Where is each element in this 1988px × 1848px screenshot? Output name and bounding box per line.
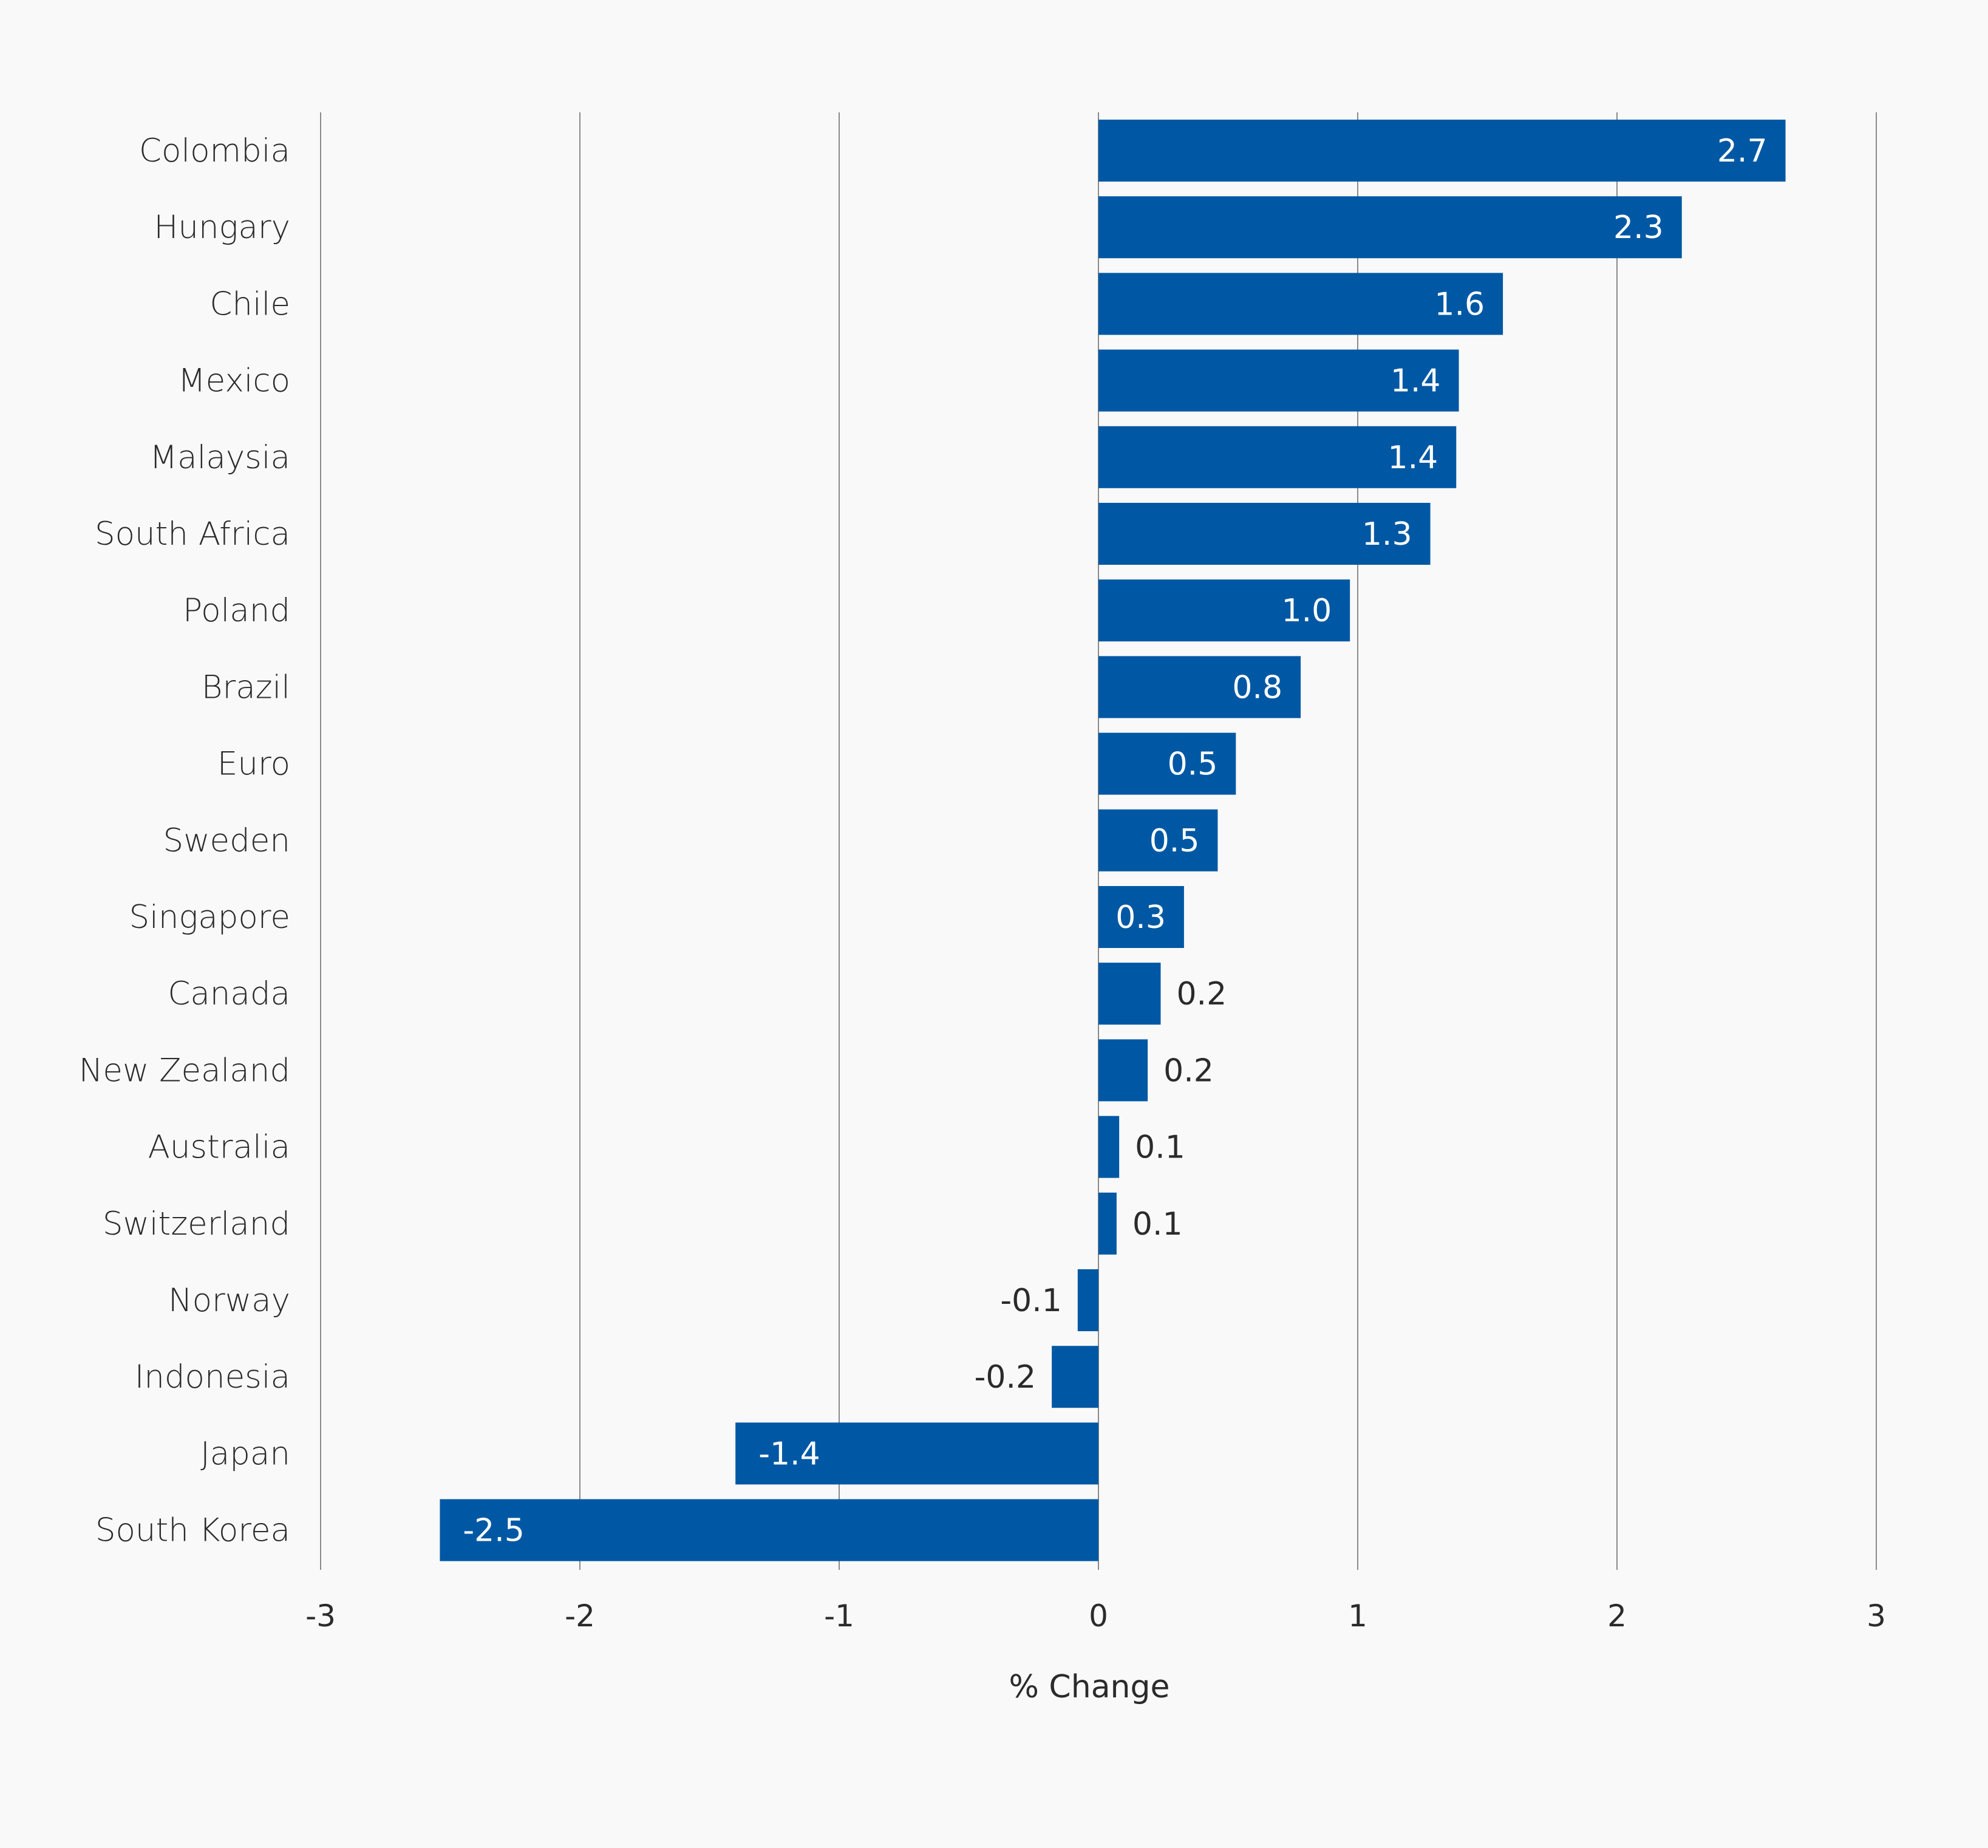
x-tick-label: -3: [305, 1598, 336, 1634]
category-label: Malaysia: [149, 439, 290, 476]
bar-poland: [1098, 579, 1350, 642]
bar-indonesia: [1052, 1346, 1098, 1408]
data-label-mexico: 1.4: [1391, 363, 1441, 400]
bar-south-korea: [440, 1499, 1099, 1561]
category-label: Chile: [209, 285, 290, 322]
data-label-hungary: 2.3: [1613, 210, 1664, 246]
category-label: Australia: [148, 1129, 290, 1166]
category-label: Hungary: [154, 209, 290, 246]
data-labels: 2.7 2.3 1.6 1.4 1.4 1.3 1.0 0.8 0.5 0.5 0.3 0.2 0.2 0…: [463, 133, 1767, 1549]
category-label: Canada: [168, 975, 290, 1012]
bar-euro: [1098, 732, 1236, 795]
data-label-south-korea: -2.5: [463, 1513, 524, 1549]
data-label-indonesia: -0.2: [975, 1359, 1036, 1396]
category-label: Sweden: [163, 822, 290, 859]
x-tick-label: 2: [1607, 1598, 1627, 1634]
category-label: South Korea: [95, 1512, 290, 1549]
category-label: Mexico: [178, 363, 290, 400]
x-tick-label: 1: [1348, 1598, 1367, 1634]
data-label-euro: 0.5: [1168, 746, 1218, 783]
category-label: Indonesia: [135, 1359, 290, 1396]
data-label-new-zealand: 0.2: [1163, 1052, 1214, 1089]
bar-chile: [1098, 273, 1503, 335]
data-label-singapore: 0.3: [1115, 899, 1166, 936]
category-label: Switzerland: [103, 1205, 290, 1243]
x-tick-label: -2: [565, 1598, 595, 1634]
category-label: South Africa: [95, 516, 290, 553]
category-labels: Colombia Hungary Chile Mexico Malaysia South …: [79, 132, 290, 1549]
category-label: Japan: [200, 1435, 290, 1472]
x-axis-title: % Change: [1009, 1669, 1169, 1705]
data-label-malaysia: 1.4: [1388, 440, 1438, 476]
bar-singapore: [1098, 886, 1184, 948]
data-label-canada: 0.2: [1176, 976, 1227, 1012]
data-label-brazil: 0.8: [1232, 669, 1282, 706]
data-label-australia: 0.1: [1135, 1130, 1185, 1166]
bar-switzerland: [1098, 1192, 1117, 1255]
category-label: Norway: [168, 1282, 290, 1319]
data-label-sweden: 0.5: [1149, 823, 1200, 859]
bar-sweden: [1098, 809, 1218, 871]
bars: [440, 120, 1786, 1561]
bar-canada: [1098, 963, 1161, 1025]
bar-australia: [1098, 1116, 1120, 1178]
bar-hungary: [1098, 196, 1682, 259]
data-label-norway: -0.1: [1000, 1283, 1061, 1319]
data-label-colombia: 2.7: [1717, 133, 1768, 169]
data-label-chile: 1.6: [1434, 286, 1485, 322]
category-label: Brazil: [202, 669, 290, 706]
bar-norway: [1077, 1269, 1098, 1331]
x-tick-label: 3: [1867, 1598, 1886, 1634]
category-label: Colombia: [139, 132, 290, 169]
data-label-poland: 1.0: [1281, 593, 1332, 629]
x-axis-ticks: -3 -2 -1 0 1 2 3: [305, 1598, 1886, 1634]
data-label-switzerland: 0.1: [1132, 1206, 1183, 1243]
bar-japan: [735, 1422, 1098, 1485]
category-label: Poland: [183, 592, 290, 629]
bar-malaysia: [1098, 426, 1457, 488]
bar-colombia: [1098, 120, 1786, 182]
category-label: Singapore: [129, 899, 290, 936]
category-label: Euro: [217, 746, 290, 783]
bar-south-africa: [1098, 503, 1431, 565]
x-tick-label: 0: [1089, 1598, 1108, 1634]
bar-mexico: [1098, 349, 1459, 412]
bar-brazil: [1098, 656, 1301, 718]
category-label: New Zealand: [79, 1052, 290, 1089]
bar-new-zealand: [1098, 1039, 1148, 1102]
data-label-south-africa: 1.3: [1362, 516, 1412, 553]
data-label-japan: -1.4: [758, 1436, 820, 1472]
x-tick-label: -1: [824, 1598, 854, 1634]
